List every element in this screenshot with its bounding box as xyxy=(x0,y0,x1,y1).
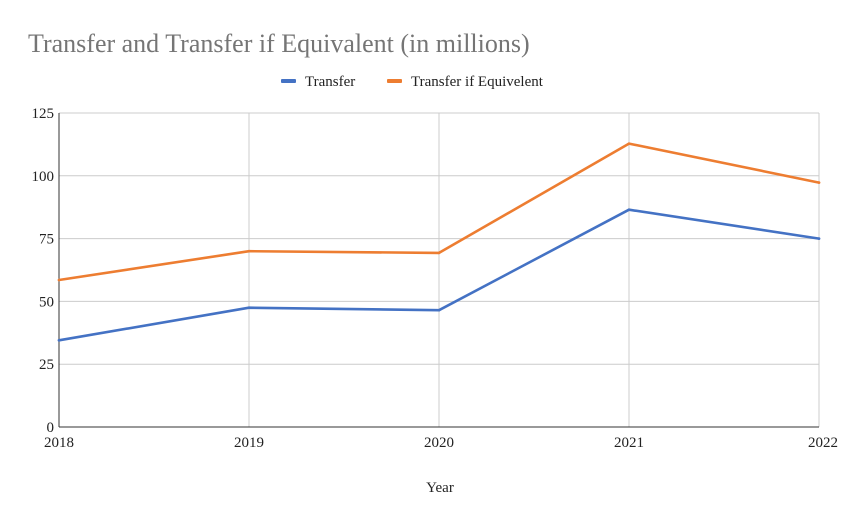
x-tick-label: 2019 xyxy=(234,435,264,451)
data-point xyxy=(437,251,441,255)
data-point xyxy=(627,142,631,145)
y-tick-label: 50 xyxy=(39,294,54,310)
plot-series xyxy=(57,142,821,342)
x-tick-label: 2018 xyxy=(44,435,74,451)
gridlines xyxy=(58,112,820,428)
data-point xyxy=(57,278,61,282)
chart-title: Transfer and Transfer if Equivalent (in … xyxy=(28,29,530,58)
x-tick-label: 2021 xyxy=(614,435,644,451)
legend-swatch xyxy=(281,79,296,83)
x-axis-title: Year xyxy=(426,480,454,496)
x-tick-label: 2020 xyxy=(424,435,454,451)
y-tick-label: 0 xyxy=(47,420,55,436)
x-tick-label: 2022 xyxy=(808,435,838,451)
data-point xyxy=(57,339,61,342)
y-tick-label: 75 xyxy=(39,232,54,248)
y-tick-label: 125 xyxy=(32,106,55,122)
data-point xyxy=(437,308,441,312)
data-point xyxy=(817,181,821,184)
y-axis-ticks: 0 25 50 75 100 125 xyxy=(32,106,55,436)
data-point xyxy=(627,208,631,212)
data-point xyxy=(247,249,251,253)
data-point xyxy=(247,306,251,309)
y-tick-label: 25 xyxy=(39,357,54,373)
legend-label: Transfer if Equivelent xyxy=(411,74,544,90)
x-axis-ticks: 2018 2019 2020 2021 2022 xyxy=(44,435,838,451)
legend-swatch xyxy=(387,79,402,83)
legend-label: Transfer xyxy=(305,74,355,90)
chart-legend: Transfer Transfer if Equivelent xyxy=(281,74,544,90)
data-point xyxy=(817,237,821,240)
y-tick-label: 100 xyxy=(32,169,55,185)
